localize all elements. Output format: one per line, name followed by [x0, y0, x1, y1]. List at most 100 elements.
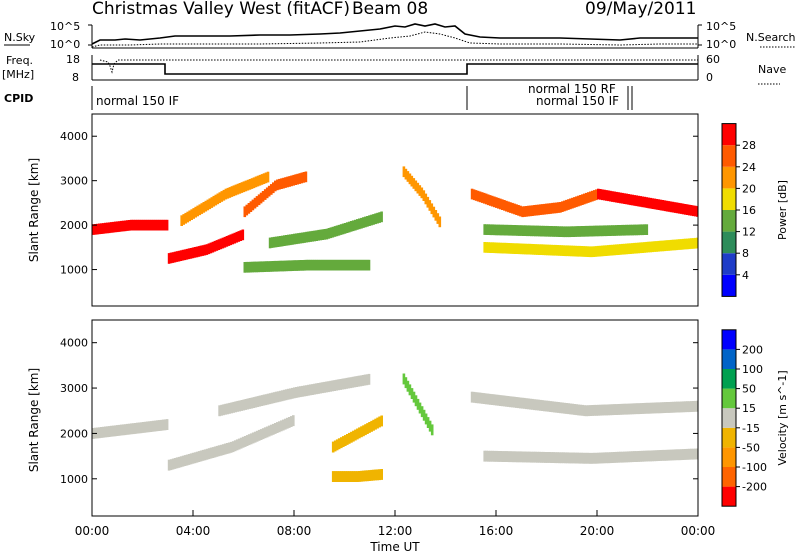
colorbar-swatch	[722, 408, 736, 428]
scatter-band-cell	[597, 404, 600, 416]
scatter-band-cell	[345, 222, 349, 233]
scatter-band-cell	[127, 423, 131, 435]
scatter-band-cell	[278, 236, 282, 247]
scatter-band-cell	[305, 259, 309, 271]
scatter-band-cell	[186, 211, 189, 223]
scatter-band-cell	[532, 225, 535, 237]
scatter-band-cell	[694, 400, 697, 412]
scatter-band-cell	[259, 192, 263, 204]
scatter-band-cell	[673, 202, 677, 213]
scatter-band-cell	[637, 224, 640, 236]
scatter-band-cell	[335, 471, 339, 482]
scatter-band-cell	[665, 240, 669, 251]
scatter-band-cell	[566, 452, 569, 464]
scatter-band-cell	[246, 179, 250, 191]
scatter-band-cell	[414, 180, 418, 192]
scatter-band-cell	[639, 196, 642, 207]
scatter-band-cell	[365, 259, 369, 271]
scatter-band-cell	[679, 239, 683, 250]
scatter-band-cell	[430, 203, 434, 215]
scatter-band-cell	[424, 413, 428, 425]
scatter-band-cell	[106, 426, 109, 438]
scatter-band-cell	[272, 423, 275, 435]
scatter-band-cell	[607, 404, 611, 416]
scatter-band-cell	[619, 451, 622, 463]
nave-right-tick-top: 60	[706, 53, 720, 66]
scatter-band-cell	[264, 172, 268, 184]
scatter-band-cell	[131, 423, 135, 435]
scatter-band-cell	[647, 450, 650, 462]
scatter-band-cell	[352, 430, 355, 442]
scatter-band-cell	[207, 243, 211, 255]
scatter-band-cell	[687, 238, 691, 250]
scatter-band-cell	[218, 405, 221, 417]
scatter-band-cell	[311, 230, 314, 242]
scatter-band-cell	[595, 189, 598, 201]
scatter-band-cell	[689, 448, 693, 460]
scatter-band-cell	[659, 199, 663, 211]
scatter-band-cell	[617, 192, 620, 203]
scatter-band-cell	[472, 189, 476, 201]
scatter-band-cell	[651, 198, 655, 209]
scatter-band-cell	[236, 400, 239, 412]
scatter-band-cell	[222, 404, 225, 416]
scatter-band-cell	[292, 174, 295, 186]
scatter-band-cell	[270, 392, 274, 404]
scatter-band-cell	[291, 260, 295, 271]
scatter-band-cell	[505, 224, 509, 236]
scatter-band-cell	[543, 203, 546, 215]
scatter-band-cell	[333, 471, 337, 482]
scatter-band-cell	[161, 219, 165, 231]
scatter-band-cell	[511, 202, 514, 214]
scatter-band-cell	[548, 244, 551, 256]
scatter-band-cell	[521, 206, 524, 218]
scatter-band-cell	[213, 446, 217, 458]
scatter-band-cell	[121, 220, 125, 232]
scatter-band-cell	[669, 449, 673, 461]
scatter-band-cell	[215, 445, 219, 457]
scatter-band-cell	[511, 243, 515, 254]
scatter-band-cell	[266, 393, 270, 405]
scatter-band-cell	[220, 404, 223, 416]
scatter-band-cell	[129, 219, 133, 231]
scatter-band-cell	[669, 239, 673, 251]
scatter-band-cell	[635, 224, 638, 236]
scatter-band-cell	[694, 237, 697, 249]
scatter-band-cell	[562, 452, 565, 464]
scatter-band-cell	[372, 419, 375, 431]
scatter-band-cell	[645, 224, 649, 235]
scatter-band-cell	[617, 404, 621, 415]
scatter-band-cell	[617, 451, 620, 463]
scatter-band-cell	[615, 404, 619, 415]
scatter-band-cell	[647, 402, 651, 414]
scatter-band-cell	[523, 397, 526, 409]
scatter-band-cell	[586, 452, 590, 464]
scatter-band-cell	[657, 402, 661, 414]
scatter-band-cell	[428, 200, 432, 211]
scatter-band-cell	[535, 204, 538, 216]
scatter-band-cell	[303, 259, 307, 271]
scatter-band-cell	[657, 199, 661, 210]
scatter-band-cell	[489, 224, 493, 236]
scatter-band-cell	[633, 195, 636, 206]
scatter-band-cell	[685, 448, 689, 460]
scatter-band-cell	[98, 223, 101, 235]
scatter-band-cell	[234, 184, 238, 196]
scatter-band-cell	[284, 389, 288, 401]
scatter-band-cell	[135, 219, 139, 231]
scatter-band-cell	[576, 226, 580, 237]
scatter-band-cell	[211, 241, 215, 253]
scatter-band-cell	[290, 175, 293, 187]
scatter-band-cell	[593, 190, 596, 201]
scatter-band-cell	[667, 201, 671, 212]
scatter-band-cell	[225, 443, 229, 454]
scatter-band-cell	[673, 401, 677, 413]
scatter-band-cell	[374, 213, 377, 225]
scatter-band-cell	[299, 386, 302, 398]
scatter-band-cell	[356, 428, 359, 440]
scatter-band-cell	[238, 183, 242, 194]
scatter-band-cell	[422, 409, 426, 421]
scatter-band-cell	[613, 225, 616, 236]
scatter-band-cell	[179, 250, 183, 261]
scatter-band-cell	[131, 219, 135, 231]
